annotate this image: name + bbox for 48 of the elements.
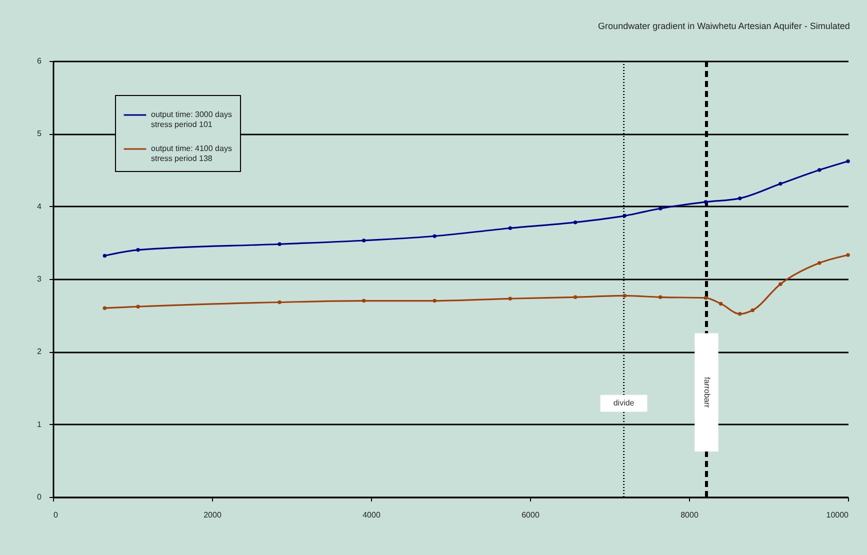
point bbox=[704, 296, 708, 300]
point bbox=[818, 261, 822, 265]
x-tick-label: 8000 bbox=[680, 510, 699, 520]
y-tick-label: 1 bbox=[37, 420, 42, 429]
y-tick-label: 5 bbox=[37, 129, 42, 138]
point bbox=[362, 238, 366, 242]
point bbox=[622, 214, 626, 218]
legend-label: output time: 3000 days stress period 101 bbox=[151, 110, 232, 129]
point bbox=[704, 200, 708, 204]
point bbox=[508, 226, 512, 230]
ref-line-label: farrobarr bbox=[702, 377, 712, 408]
point bbox=[573, 295, 578, 300]
x-tick-label: 2000 bbox=[204, 510, 222, 520]
x-tick-label: 6000 bbox=[522, 510, 540, 520]
point bbox=[846, 159, 850, 164]
point bbox=[846, 253, 850, 257]
point bbox=[778, 282, 782, 286]
point bbox=[102, 306, 107, 310]
point bbox=[573, 220, 578, 224]
y-tick-label: 3 bbox=[37, 274, 42, 284]
x-tick-label: 10000 bbox=[826, 510, 850, 520]
y-tick-label: 2 bbox=[37, 347, 42, 356]
point bbox=[278, 300, 282, 304]
x-tick-label: 4000 bbox=[362, 510, 381, 520]
point bbox=[432, 234, 436, 238]
point bbox=[778, 182, 782, 186]
point bbox=[136, 304, 140, 308]
y-tick-label: 4 bbox=[37, 202, 42, 211]
point bbox=[362, 298, 366, 303]
point bbox=[718, 302, 723, 306]
point bbox=[658, 295, 662, 300]
point bbox=[658, 206, 662, 210]
point bbox=[750, 308, 754, 312]
y-tick-label: 6 bbox=[37, 56, 42, 66]
point bbox=[738, 312, 742, 316]
point bbox=[278, 242, 282, 246]
point bbox=[622, 294, 626, 298]
point bbox=[102, 254, 107, 258]
chart-title: Groundwater gradient in Waiwhetu Artesian Aquifer - Simulated bbox=[598, 21, 850, 31]
x-tick-label: 0 bbox=[54, 510, 58, 520]
point bbox=[818, 168, 822, 172]
point bbox=[738, 196, 742, 200]
y-tick-label: 0 bbox=[37, 492, 42, 502]
ref-line-label: divide bbox=[613, 398, 635, 408]
point bbox=[432, 298, 436, 303]
point bbox=[508, 296, 512, 300]
point bbox=[136, 248, 140, 252]
legend-label: output time: 4100 days stress period 138 bbox=[151, 144, 232, 163]
